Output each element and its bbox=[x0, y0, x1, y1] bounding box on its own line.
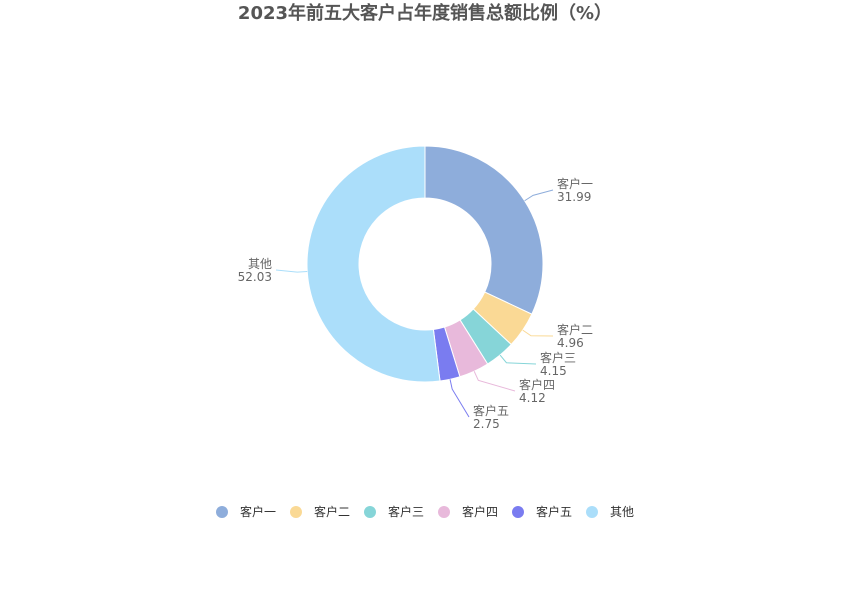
legend-label: 客户三 bbox=[387, 505, 424, 519]
legend-swatch-icon bbox=[586, 505, 599, 518]
legend-item-customer-1[interactable]: 客户一 bbox=[215, 503, 276, 520]
slice-label-category: 其他 bbox=[248, 257, 272, 271]
slice-label-value: 4.12 bbox=[519, 391, 546, 405]
legend-swatch-icon bbox=[215, 505, 228, 518]
chart-legend: 客户一 客户二 客户三 客户四 客户五 其他 bbox=[0, 503, 850, 520]
slice-label-category: 客户二 bbox=[557, 322, 593, 337]
donut-slice-6[interactable] bbox=[306, 145, 441, 383]
donut-slice-1[interactable] bbox=[424, 145, 544, 315]
slice-label-category: 客户四 bbox=[519, 377, 555, 392]
slice-label-value: 31.99 bbox=[557, 190, 591, 204]
legend-swatch-icon bbox=[363, 505, 376, 518]
legend-item-customer-2[interactable]: 客户二 bbox=[289, 503, 350, 520]
legend-label: 客户二 bbox=[313, 505, 350, 519]
legend-swatch-icon bbox=[438, 505, 450, 518]
leader-line-5 bbox=[449, 379, 470, 418]
leader-line-2 bbox=[522, 329, 554, 337]
slice-label-value: 4.15 bbox=[540, 364, 567, 378]
legend-label: 客户一 bbox=[239, 505, 276, 519]
slice-label-category: 客户一 bbox=[557, 176, 593, 191]
slice-label-value: 4.96 bbox=[557, 336, 584, 350]
legend-item-customer-3[interactable]: 客户三 bbox=[363, 503, 424, 520]
legend-swatch-icon bbox=[289, 505, 302, 518]
slice-label-value: 2.75 bbox=[473, 417, 500, 431]
slice-label-category: 客户五 bbox=[473, 403, 509, 418]
legend-label: 客户四 bbox=[462, 505, 499, 519]
slice-label-category: 客户三 bbox=[540, 350, 576, 365]
leader-line-4 bbox=[473, 371, 516, 392]
leader-line-6 bbox=[275, 269, 308, 273]
legend-label: 其他 bbox=[610, 505, 635, 519]
legend-item-others[interactable]: 其他 bbox=[586, 503, 634, 520]
legend-swatch-icon bbox=[512, 505, 525, 518]
leader-line-3 bbox=[499, 354, 537, 365]
legend-item-customer-4[interactable]: 客户四 bbox=[438, 503, 498, 520]
legend-item-customer-5[interactable]: 客户五 bbox=[512, 503, 572, 520]
slice-label-value: 52.03 bbox=[238, 270, 272, 284]
leader-line-1 bbox=[524, 189, 554, 202]
legend-label: 客户五 bbox=[536, 505, 573, 519]
chart-title: 2023年前五大客户占年度销售总额比例（%） bbox=[237, 3, 613, 24]
